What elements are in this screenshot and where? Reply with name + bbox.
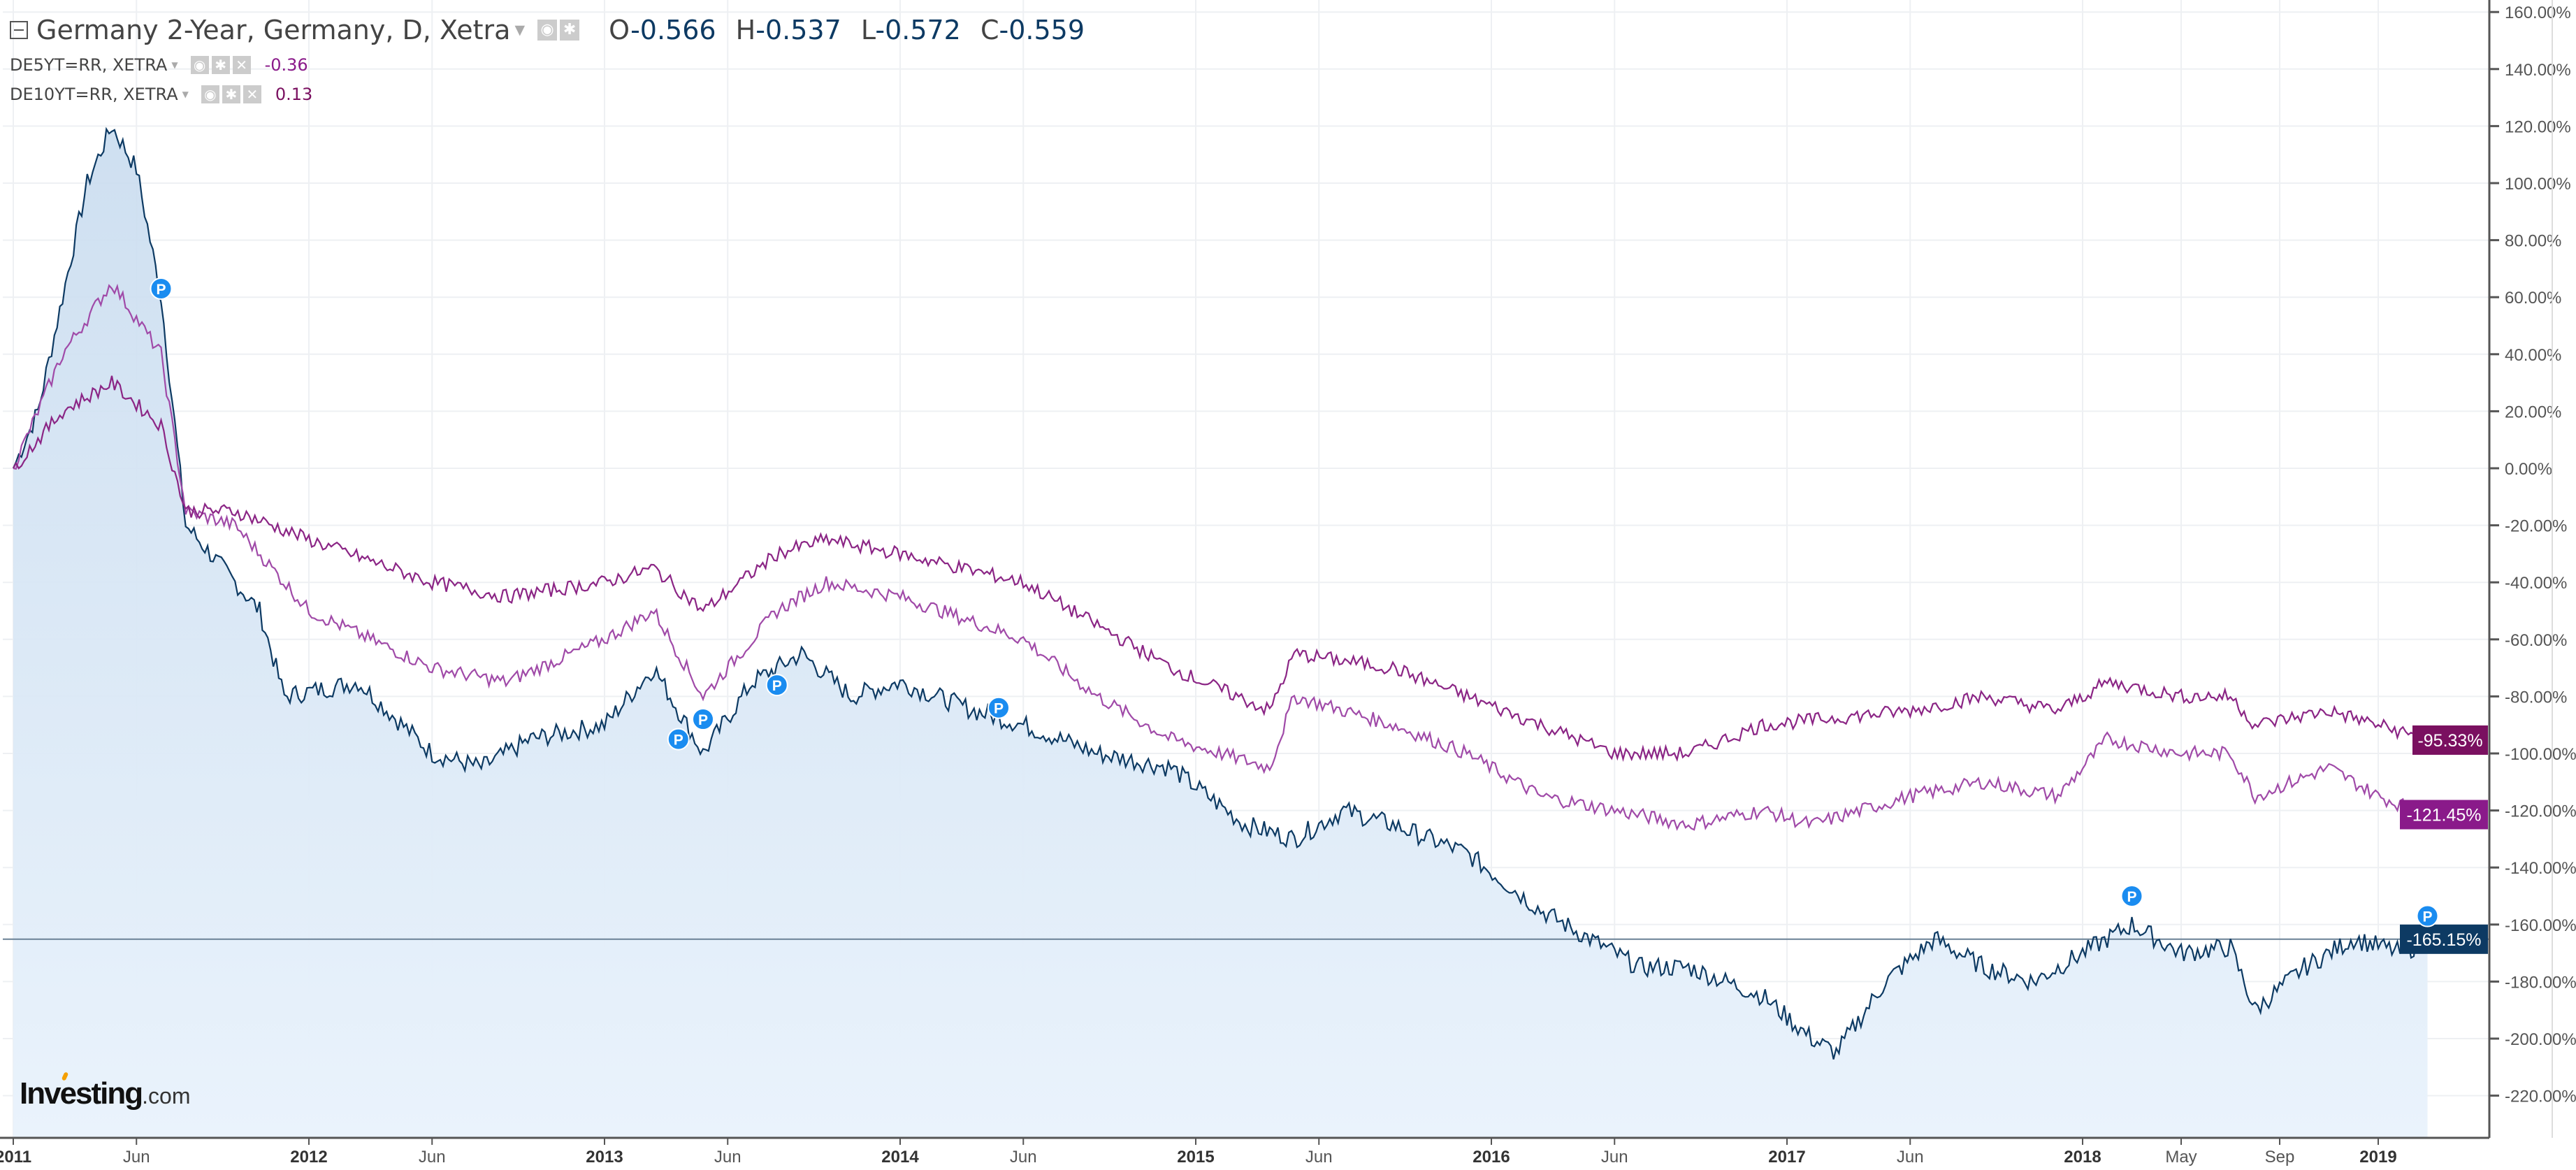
y-tick-label: 60.00% [2505, 289, 2561, 308]
y-tick-label: -60.00% [2505, 631, 2567, 650]
x-tick-label: Jun [1601, 1148, 1628, 1167]
event-marker-label: P [2422, 909, 2432, 925]
open-key: O [609, 15, 631, 45]
x-tick-label: 2018 [2064, 1148, 2101, 1167]
settings-gear-icon[interactable]: ✱ [211, 56, 230, 74]
y-tick-label: 80.00% [2505, 232, 2561, 251]
x-tick-label: 2012 [290, 1148, 327, 1167]
x-tick-label: May [2165, 1148, 2197, 1167]
event-marker-p[interactable] [2416, 904, 2439, 927]
investing-logo: Investing.com [20, 1071, 191, 1111]
event-marker-p[interactable] [667, 728, 690, 751]
series-title[interactable]: Germany 2-Year, Germany, D, Xetra [36, 15, 511, 45]
y-tick-label: -20.00% [2505, 517, 2567, 536]
event-marker-p[interactable] [2120, 885, 2143, 907]
y-tick-label: -120.00% [2505, 802, 2576, 821]
event-marker-label: P [674, 732, 683, 749]
x-tick-label: 2019 [2359, 1148, 2396, 1167]
x-tick-label: Jun [123, 1148, 150, 1167]
last-value-badge [2400, 924, 2488, 954]
y-tick-label: 0.00% [2505, 460, 2552, 479]
logo-brand: Investing [20, 1076, 143, 1111]
last-value-badge [2400, 800, 2488, 830]
x-tick-label: Jun [714, 1148, 741, 1167]
main-series-legend: Germany 2-Year, Germany, D, Xetra ▼ ◉ ✱ … [10, 10, 1085, 50]
logo-suffix: .com [142, 1083, 191, 1108]
y-tick-label: -140.00% [2505, 859, 2576, 878]
remove-x-icon[interactable]: ✕ [232, 56, 251, 74]
x-tick-label: 2017 [1768, 1148, 1805, 1167]
event-marker-label: P [156, 282, 166, 298]
x-tick-label: 2014 [881, 1148, 919, 1167]
open-value: -0.566 [630, 15, 716, 45]
visibility-icon[interactable]: ◉ [201, 85, 219, 103]
y-tick-label: 40.00% [2505, 346, 2561, 365]
x-tick-label: 2015 [1177, 1148, 1214, 1167]
event-marker-label: P [994, 701, 1004, 717]
x-tick-label: Jun [1305, 1148, 1333, 1167]
x-tick-label: Jun [1897, 1148, 1924, 1167]
remove-x-icon[interactable]: ✕ [243, 85, 261, 103]
x-tick-label: 2013 [586, 1148, 623, 1167]
x-tick-label: 2016 [1472, 1148, 1510, 1167]
dropdown-caret-icon[interactable]: ▼ [182, 89, 189, 99]
compare-legend-de5yt: DE5YT=RR, XETRA ▼ ◉ ✱ ✕ -0.36 [10, 50, 1085, 80]
y-tick-label: -200.00% [2505, 1030, 2576, 1049]
last-value-label: -95.33% [2417, 731, 2482, 751]
compare-value: 0.13 [275, 85, 313, 104]
dropdown-caret-icon[interactable]: ▼ [514, 22, 526, 38]
series-line-0 [12, 127, 2429, 1060]
y-tick-label: 120.00% [2505, 117, 2571, 136]
high-value: -0.537 [755, 15, 841, 45]
series-line-1 [13, 283, 2429, 831]
low-key: L [860, 15, 876, 45]
y-tick-label: -180.00% [2505, 973, 2576, 992]
event-marker-label: P [698, 712, 708, 728]
y-tick-label: -160.00% [2505, 916, 2576, 935]
last-value-label: -165.15% [2406, 930, 2481, 950]
ohlc-values: O-0.566 H-0.537 L-0.572 C-0.559 [598, 15, 1085, 45]
compare-legend-de10yt: DE10YT=RR, XETRA ▼ ◉ ✱ ✕ 0.13 [10, 80, 1085, 109]
event-marker-label: P [772, 678, 782, 694]
visibility-icon[interactable]: ◉ [537, 20, 558, 41]
event-marker-p[interactable] [765, 674, 788, 697]
close-key: C [980, 15, 999, 45]
y-tick-label: 100.00% [2505, 175, 2571, 194]
series-area [13, 129, 2428, 1139]
compare-label[interactable]: DE10YT=RR, XETRA [10, 85, 178, 104]
low-value: -0.572 [875, 15, 961, 45]
x-tick-label: 2011 [0, 1148, 31, 1167]
close-value: -0.559 [999, 15, 1085, 45]
high-key: H [735, 15, 756, 45]
visibility-icon[interactable]: ◉ [190, 56, 209, 74]
x-tick-label: Jun [419, 1148, 446, 1167]
compare-value: -0.36 [264, 55, 308, 75]
collapse-legend-icon[interactable] [10, 21, 28, 39]
settings-gear-icon[interactable]: ✱ [222, 85, 240, 103]
compare-label[interactable]: DE5YT=RR, XETRA [10, 55, 168, 75]
series-line-2 [13, 375, 2429, 763]
y-tick-label: 140.00% [2505, 61, 2571, 80]
y-tick-label: -40.00% [2505, 574, 2567, 593]
x-tick-label: Jun [1010, 1148, 1037, 1167]
settings-gear-icon[interactable]: ✱ [560, 20, 580, 41]
last-value-badge [2412, 725, 2488, 755]
event-marker-p[interactable] [987, 696, 1010, 719]
last-value-label: -121.45% [2406, 806, 2481, 825]
y-tick-label: -100.00% [2505, 745, 2576, 764]
x-tick-label: Sep [2265, 1148, 2295, 1167]
y-tick-label: 20.00% [2505, 403, 2561, 421]
dropdown-caret-icon[interactable]: ▼ [171, 60, 178, 70]
chart-legend: Germany 2-Year, Germany, D, Xetra ▼ ◉ ✱ … [10, 10, 1085, 109]
event-marker-p[interactable] [150, 277, 173, 300]
y-tick-label: -80.00% [2505, 688, 2567, 707]
event-marker-p[interactable] [692, 708, 714, 731]
event-marker-label: P [2127, 889, 2136, 905]
y-tick-label: -220.00% [2505, 1088, 2576, 1106]
y-tick-label: 160.00% [2505, 3, 2571, 22]
